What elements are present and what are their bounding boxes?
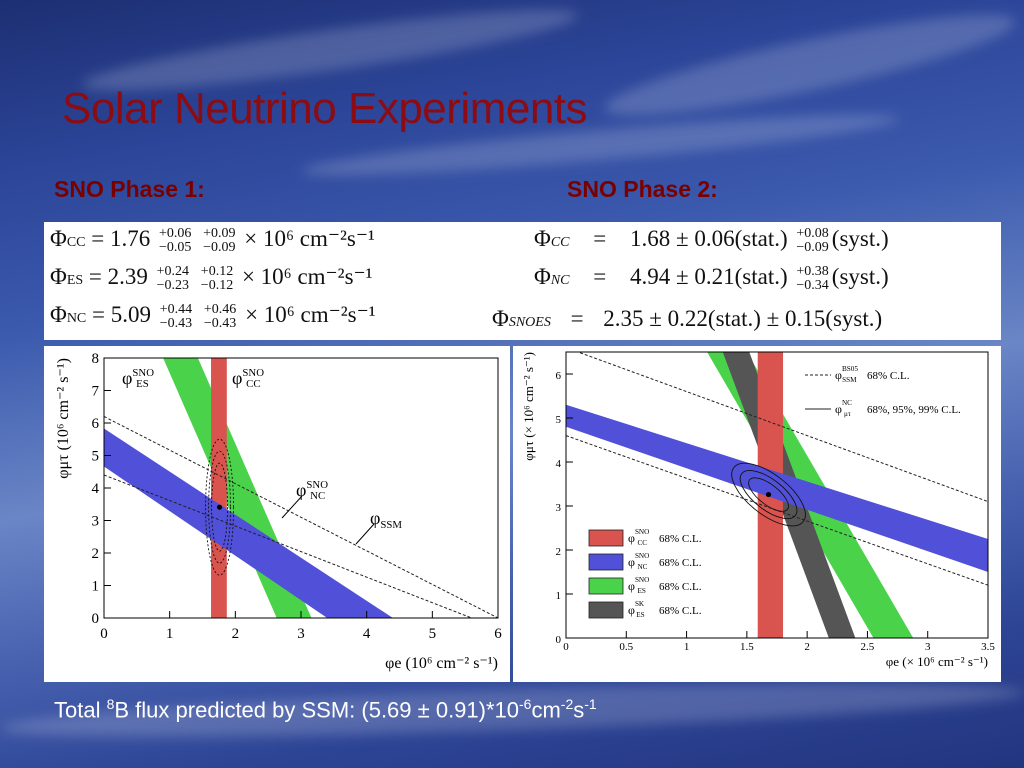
- nc-contour-1: [731, 462, 806, 527]
- slide-title: Solar Neutrino Experiments: [62, 84, 588, 133]
- y-tick-label: 3: [556, 502, 562, 514]
- x-tick-label: 3.5: [981, 641, 995, 653]
- phase2-formula-cc: ΦCC = 1.68 ± 0.06(stat.) +0.08 −0.09 (syst…: [534, 225, 889, 255]
- x-tick-label: 5: [429, 626, 437, 642]
- best-fit-point: [216, 504, 223, 510]
- nc-contour-2: [739, 470, 798, 520]
- bg-streak: [599, 0, 1021, 134]
- band-φCC-SNO: [211, 358, 227, 618]
- legend-top-symbol: φNC μτ: [835, 399, 852, 418]
- phase2-heading: SNO Phase 2:: [567, 176, 718, 202]
- y-tick-label: 3: [92, 514, 100, 530]
- x-tick-label: 1: [684, 641, 690, 653]
- y-axis-title: φμτ (× 10⁶ cm⁻² s⁻¹): [521, 352, 536, 461]
- legend-text: 68% C.L.: [659, 533, 702, 545]
- label-phi-ssm: φSSM: [370, 508, 402, 531]
- y-tick-label: 1: [556, 590, 562, 602]
- phase2-formula-nc: ΦNC = 4.94 ± 0.21(stat.) +0.38 −0.34 (syst…: [534, 263, 889, 293]
- y-tick-label: 6: [556, 370, 562, 382]
- legend-swatch: [588, 577, 624, 595]
- phase1-band-chart: 0 1 2 3 4 5 6 0 1 2 3 4 5 6 7 8 φe (10⁶ cm⁻² s⁻¹) φμτ (10…: [55, 351, 502, 672]
- y-tick-label: 4: [92, 481, 100, 497]
- phase1-heading: SNO Phase 1:: [54, 176, 205, 202]
- x-tick-label: 1: [166, 626, 174, 642]
- x-tick-label: 4: [363, 626, 371, 642]
- y-tick-label: 0: [92, 611, 100, 627]
- legend-text: 68% C.L.: [659, 557, 702, 569]
- nc-contour-1: [205, 438, 235, 576]
- x-tick-label: 0: [100, 626, 108, 642]
- legend-top-symbol: φBS05 SSM: [835, 365, 858, 384]
- y-axis-title: φμτ (10⁶ cm⁻² s⁻¹): [55, 358, 72, 479]
- formula-panel: ΦCC = 1.76 +0.06 −0.05 +0.09 −0.09 × 10⁶ c…: [44, 222, 1001, 340]
- phase1-formula-es: ΦES = 2.39 +0.24 −0.23 +0.12 −0.12 × 10⁶ c…: [50, 263, 373, 293]
- plot-frame: [565, 351, 989, 639]
- legend-top-text: 68%, 95%, 99% C.L.: [867, 404, 961, 416]
- x-tick-label: 2.5: [861, 641, 875, 653]
- x-tick-label: 2: [804, 641, 810, 653]
- x-tick-label: 0: [563, 641, 569, 653]
- legend-text: 68% C.L.: [659, 581, 702, 593]
- phase1-formula-nc: ΦNC = 5.09 +0.44 −0.43 +0.46 −0.43 × 10⁶ c…: [50, 301, 376, 331]
- legend-text: 68% C.L.: [659, 605, 702, 617]
- phase1-plot-panel: 0 1 2 3 4 5 6 0 1 2 3 4 5 6 7 8 φe (10⁶ cm⁻² s⁻¹) φμτ (10…: [44, 346, 510, 682]
- y-tick-label: 8: [92, 351, 100, 367]
- legend-symbol: φSK ES: [628, 600, 645, 619]
- x-tick-label: 3: [297, 626, 305, 642]
- best-fit-point: [765, 491, 772, 498]
- legend-top-text: 68% C.L.: [867, 370, 910, 382]
- legend-swatch: [588, 601, 624, 619]
- y-tick-label: 5: [92, 449, 100, 465]
- label-phi-nc-sno: φSNO NC: [296, 479, 328, 502]
- legend-symbol: φSNO ES: [628, 576, 649, 595]
- y-tick-label: 6: [92, 416, 100, 432]
- label-phi-es-sno: φSNO ES: [122, 367, 154, 390]
- x-tick-label: 0.5: [619, 641, 633, 653]
- plot-area: [566, 352, 988, 638]
- label-phi-cc-sno: φSNO CC: [232, 367, 264, 390]
- y-tick-label: 2: [92, 546, 100, 562]
- ssm-dashed-line: [104, 416, 498, 618]
- y-tick-label: 2: [556, 546, 562, 558]
- x-tick-label: 3: [925, 641, 931, 653]
- x-axis-title: φe (10⁶ cm⁻² s⁻¹): [385, 655, 498, 672]
- y-tick-label: 0: [556, 634, 562, 646]
- x-tick-label: 6: [494, 626, 502, 642]
- ssm-label-arrow: [355, 523, 375, 545]
- phase2-plot-panel: 0 0.5 1 1.5 2 2.5 3 3.5 0 1 2 3 4 5 6 φe (× 10⁶ cm⁻² s⁻…: [513, 346, 1001, 682]
- y-tick-label: 4: [556, 458, 562, 470]
- legend-swatch: [588, 553, 624, 571]
- legend-symbol: φSNO NC: [628, 552, 649, 571]
- x-axis-title: φe (× 10⁶ cm⁻² s⁻¹): [886, 654, 988, 669]
- x-tick-label: 1.5: [740, 641, 754, 653]
- legend-symbol: φSNO CC: [628, 528, 649, 547]
- nc-label-arrow: [281, 495, 303, 519]
- y-tick-label: 5: [556, 414, 562, 426]
- ssm-dashed-line: [104, 474, 472, 618]
- ssm-footer-note: Total 8B flux predicted by SSM: (5.69 ± …: [54, 696, 597, 723]
- x-tick-label: 2: [232, 626, 240, 642]
- legend-swatch: [588, 529, 624, 547]
- y-tick-label: 1: [92, 579, 100, 595]
- phase2-formula-es: ΦSNOES = 2.35 ± 0.22(stat.) ± 0.15(syst.…: [492, 306, 883, 331]
- phase1-formula-cc: ΦCC = 1.76 +0.06 −0.05 +0.09 −0.09 × 10⁶ c…: [50, 225, 375, 255]
- y-tick-label: 7: [92, 384, 100, 400]
- nc-contour-3: [748, 477, 789, 512]
- phase2-band-chart: 0 0.5 1 1.5 2 2.5 3 3.5 0 1 2 3 4 5 6 φe (× 10⁶ cm⁻² s⁻…: [521, 351, 995, 669]
- band-φNC-SNO: [104, 428, 393, 618]
